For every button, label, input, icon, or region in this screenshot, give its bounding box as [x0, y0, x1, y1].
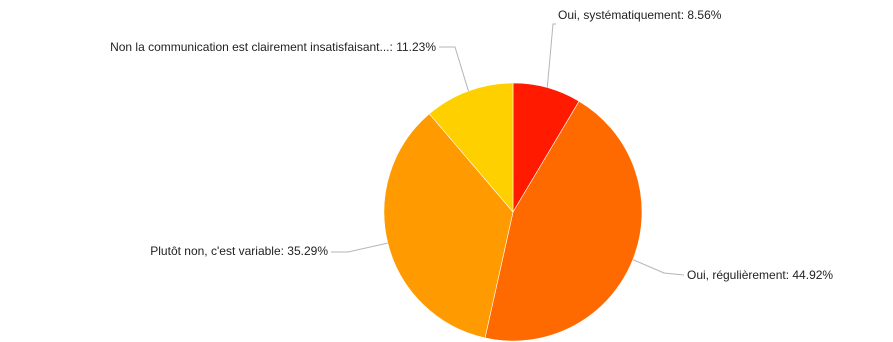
pie-slice-1 [484, 100, 643, 342]
slice-label-3: Non la communication est clairement insa… [110, 40, 436, 54]
slice-label-1: Oui, régulièrement: 44.92% [687, 268, 833, 282]
leader-line-2 [331, 242, 388, 253]
leader-line-3 [439, 46, 469, 92]
slice-label-2: Plutôt non, c'est variable: 35.29% [150, 244, 328, 258]
pie-slices [383, 82, 643, 342]
leader-line-1 [632, 259, 685, 276]
leader-line-0 [546, 23, 556, 88]
slice-label-0: Oui, systématiquement: 8.56% [558, 8, 722, 22]
slice-labels: Oui, systématiquement: 8.56% Oui, réguliè… [110, 8, 833, 282]
pie-slice-2 [383, 113, 514, 339]
leader-lines [331, 23, 685, 276]
